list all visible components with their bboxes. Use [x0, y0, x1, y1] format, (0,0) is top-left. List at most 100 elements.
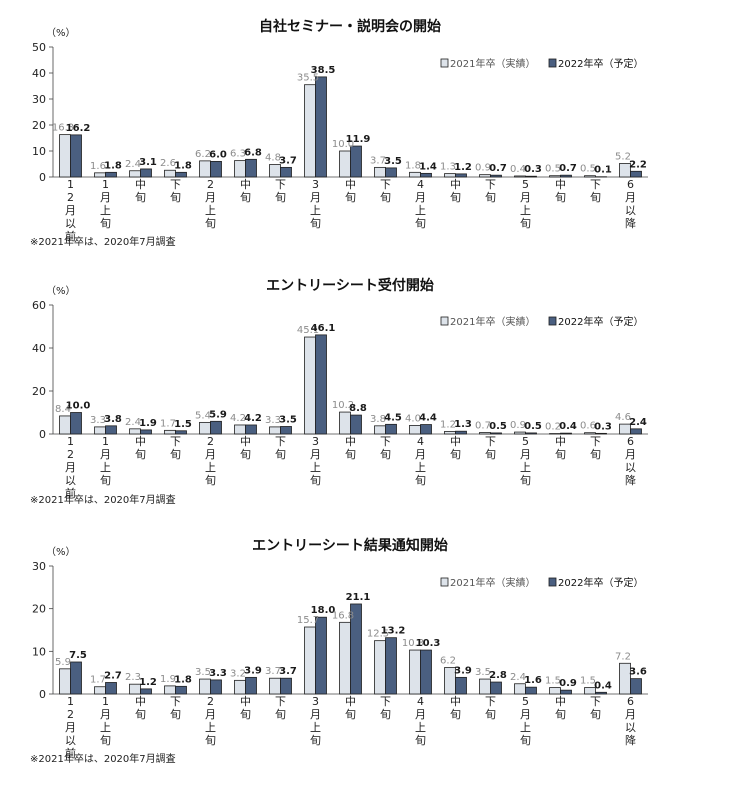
bar-2022 — [106, 172, 117, 177]
data-label-2021: 7.2 — [615, 651, 631, 662]
bar-2022 — [281, 678, 292, 694]
data-label-2022: 3.6 — [629, 667, 647, 678]
data-label-2021: 16.8 — [332, 610, 354, 621]
bar-2022 — [491, 175, 502, 177]
bar-2021 — [165, 430, 176, 434]
bar-2022 — [351, 415, 362, 434]
x-tick-label: 下旬 — [170, 178, 181, 204]
bar-2022 — [141, 430, 152, 434]
bar-2022 — [211, 161, 222, 177]
bar-2022 — [526, 176, 537, 177]
bar-2022 — [281, 167, 292, 177]
bar-2022 — [491, 433, 502, 434]
bar-2022 — [246, 159, 257, 177]
bar-2021 — [200, 422, 211, 434]
bar-2021 — [375, 167, 386, 177]
data-label-2022: 1.3 — [454, 419, 472, 430]
x-tick-label: 中旬 — [345, 695, 356, 721]
x-tick-label: 中旬 — [450, 178, 461, 204]
data-label-2022: 3.3 — [209, 668, 227, 679]
data-label-2022: 1.5 — [174, 419, 192, 430]
y-axis-unit-label: （%） — [46, 546, 76, 558]
bar-2021 — [550, 176, 561, 177]
bar-2022 — [421, 650, 432, 694]
bar-2021 — [480, 679, 491, 694]
y-axis-unit-label: （%） — [46, 27, 76, 39]
bar-2021 — [340, 412, 351, 434]
bar-2022 — [316, 77, 327, 177]
data-label-2022: 2.4 — [629, 417, 647, 428]
data-label-2022: 16.2 — [66, 123, 91, 134]
bar-2022 — [421, 173, 432, 177]
bar-2021 — [235, 680, 246, 694]
y-tick-label: 0 — [39, 171, 46, 184]
bar-2022 — [456, 431, 467, 434]
x-tick-label: 下旬 — [380, 178, 391, 204]
data-label-2022: 38.5 — [311, 65, 336, 76]
bar-2021 — [305, 337, 316, 434]
data-label-2022: 3.7 — [279, 666, 297, 677]
data-label-2022: 4.5 — [384, 412, 402, 423]
y-tick-label: 10 — [32, 645, 46, 658]
data-label-2022: 6.0 — [209, 149, 227, 160]
bar-2021 — [585, 433, 596, 434]
x-tick-label: 中旬 — [240, 435, 251, 461]
x-tick-label: 下旬 — [590, 435, 601, 461]
legend-label-2021: 2021年卒（実績） — [450, 315, 535, 328]
legend-swatch-2022 — [549, 317, 556, 325]
legend-label-2022: 2022年卒（予定） — [558, 57, 643, 70]
bar-2021 — [375, 641, 386, 694]
legend-swatch-2022 — [549, 578, 556, 586]
data-label-2022: 3.9 — [244, 665, 262, 676]
data-label-2022: 2.8 — [489, 670, 507, 681]
data-label-2022: 21.1 — [346, 592, 371, 603]
y-tick-label: 50 — [32, 41, 46, 54]
data-label-2022: 2.7 — [104, 670, 122, 681]
x-tick-label: 下旬 — [170, 435, 181, 461]
bar-2021 — [60, 416, 71, 434]
bar-2021 — [410, 425, 421, 434]
bar-2022 — [596, 692, 607, 694]
bar-2022 — [526, 433, 537, 434]
x-tick-label: 中旬 — [555, 695, 566, 721]
y-tick-label: 20 — [32, 603, 46, 616]
bar-2021 — [585, 176, 596, 177]
bar-2021 — [410, 172, 421, 177]
survey-note: ※2021年卒は、2020年7月調査 — [30, 493, 176, 506]
x-tick-label: 下旬 — [485, 178, 496, 204]
data-label-2022: 4.2 — [244, 413, 262, 424]
bar-2021 — [410, 650, 421, 694]
data-label-2022: 11.9 — [346, 134, 371, 145]
data-label-2022: 10.0 — [66, 401, 91, 412]
chart-title: エントリーシート受付開始 — [266, 277, 434, 294]
x-tick-label: 中旬 — [450, 695, 461, 721]
y-tick-label: 0 — [39, 428, 46, 441]
data-label-2022: 2.2 — [629, 159, 647, 170]
bar-2022 — [386, 638, 397, 694]
data-label-2022: 0.3 — [594, 421, 612, 432]
x-tick-label: 下旬 — [275, 178, 286, 204]
bar-2021 — [445, 174, 456, 177]
bar-2022 — [211, 680, 222, 694]
bar-2022 — [631, 429, 642, 434]
data-label-2022: 0.3 — [524, 164, 542, 175]
bar-2021 — [130, 171, 141, 177]
x-tick-label: 中旬 — [555, 435, 566, 461]
bar-2021 — [270, 165, 281, 177]
data-label-2022: 3.5 — [279, 414, 297, 425]
data-label-2022: 3.5 — [384, 156, 402, 167]
x-tick-label: 中旬 — [135, 695, 146, 721]
bar-2021 — [445, 431, 456, 434]
bar-2021 — [95, 427, 106, 434]
